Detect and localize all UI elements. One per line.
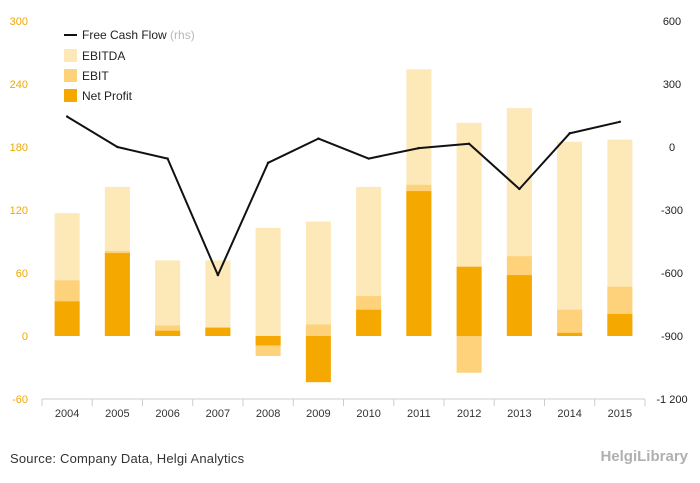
legend-swatch-net-profit (64, 89, 77, 102)
line-point-free-cash-flow (367, 157, 370, 160)
bar-net-profit (456, 266, 482, 336)
bar-ebitda (255, 227, 281, 336)
bar-ebitda (557, 141, 583, 336)
bar-net-profit (557, 332, 583, 336)
right-axis-tick-label: 0 (669, 142, 675, 154)
x-axis-tick-label: 2005 (105, 408, 129, 420)
right-axis-tick-label: -900 (661, 331, 683, 343)
bar-net-profit (205, 327, 231, 336)
x-axis-tick-label: 2004 (55, 408, 79, 420)
x-axis-tick-label: 2010 (356, 408, 380, 420)
line-free-cash-flow (66, 115, 621, 277)
brand-logo: HelgiLibrary (600, 448, 688, 465)
x-axis-tick-label: 2009 (306, 408, 330, 420)
line-group (65, 115, 622, 277)
left-axis-tick-label: 120 (10, 205, 28, 217)
legend-swatch-ebit (64, 69, 77, 82)
line-point-free-cash-flow (417, 146, 421, 150)
x-axis-tick-label: 2006 (155, 408, 179, 420)
left-axis-tick-label: 300 (10, 16, 28, 28)
source-note: Source: Company Data, Helgi Analytics (10, 451, 245, 466)
line-point-free-cash-flow (166, 157, 169, 160)
bar-net-profit (406, 191, 432, 336)
x-axis-tick-label: 2008 (256, 408, 280, 420)
left-axis-tick-label: -60 (12, 394, 28, 406)
bar-net-profit (255, 336, 281, 346)
legend-label-free-cash-flow: Free Cash Flow (rhs) (82, 28, 195, 42)
bar-net-profit (506, 275, 532, 336)
right-axis-tick-label: 300 (663, 79, 681, 91)
left-axis-tick-label: 180 (10, 142, 28, 154)
right-axis-tick-label: -600 (661, 268, 683, 280)
right-axis-tick-label: -300 (661, 205, 683, 217)
line-point-free-cash-flow (317, 137, 320, 140)
legend-swatch-ebitda (64, 49, 77, 62)
legend-label-ebit: EBIT (82, 69, 109, 83)
x-axis-tick-label: 2007 (206, 408, 230, 420)
bar-ebitda (155, 260, 181, 336)
bar-net-profit (54, 301, 80, 336)
x-axis-tick-label: 2013 (507, 408, 531, 420)
line-point-free-cash-flow (116, 145, 119, 149)
bar-net-profit (305, 336, 331, 383)
line-point-free-cash-flow (467, 142, 471, 146)
line-point-free-cash-flow (618, 120, 622, 124)
line-point-free-cash-flow (568, 132, 571, 135)
line-point-free-cash-flow (65, 115, 69, 118)
bar-ebitda (305, 221, 331, 336)
bar-ebit (305, 324, 331, 336)
x-axis-tick-label: 2011 (407, 408, 431, 420)
left-axis-tick-label: 60 (16, 268, 28, 280)
left-axis-tick-label: 240 (10, 79, 28, 91)
legend-label-ebitda: EBITDA (82, 49, 125, 63)
bar-group (54, 69, 633, 383)
legend-rhs-note: (rhs) (170, 28, 195, 42)
line-point-free-cash-flow (216, 273, 220, 277)
bar-ebitda (205, 260, 231, 336)
right-axis-tick-label: 600 (663, 16, 681, 28)
right-axis-tick-label: -1 200 (656, 394, 687, 406)
bar-net-profit (607, 313, 633, 336)
x-axis-tick-label: 2012 (457, 408, 481, 420)
x-axis-tick-label: 2015 (608, 408, 632, 420)
bar-net-profit (155, 330, 181, 336)
bar-net-profit (104, 253, 130, 336)
bar-ebit (557, 309, 583, 336)
x-axis-tick-label: 2014 (557, 408, 581, 420)
bar-ebit (456, 336, 482, 373)
line-point-free-cash-flow (266, 161, 270, 164)
left-axis-tick-label: 0 (22, 331, 28, 343)
line-point-free-cash-flow (518, 187, 521, 191)
legend: Free Cash Flow (rhs) EBITDA EBIT Net Profit (64, 28, 195, 103)
legend-label-net-profit: Net Profit (82, 89, 133, 103)
bar-net-profit (356, 309, 382, 336)
